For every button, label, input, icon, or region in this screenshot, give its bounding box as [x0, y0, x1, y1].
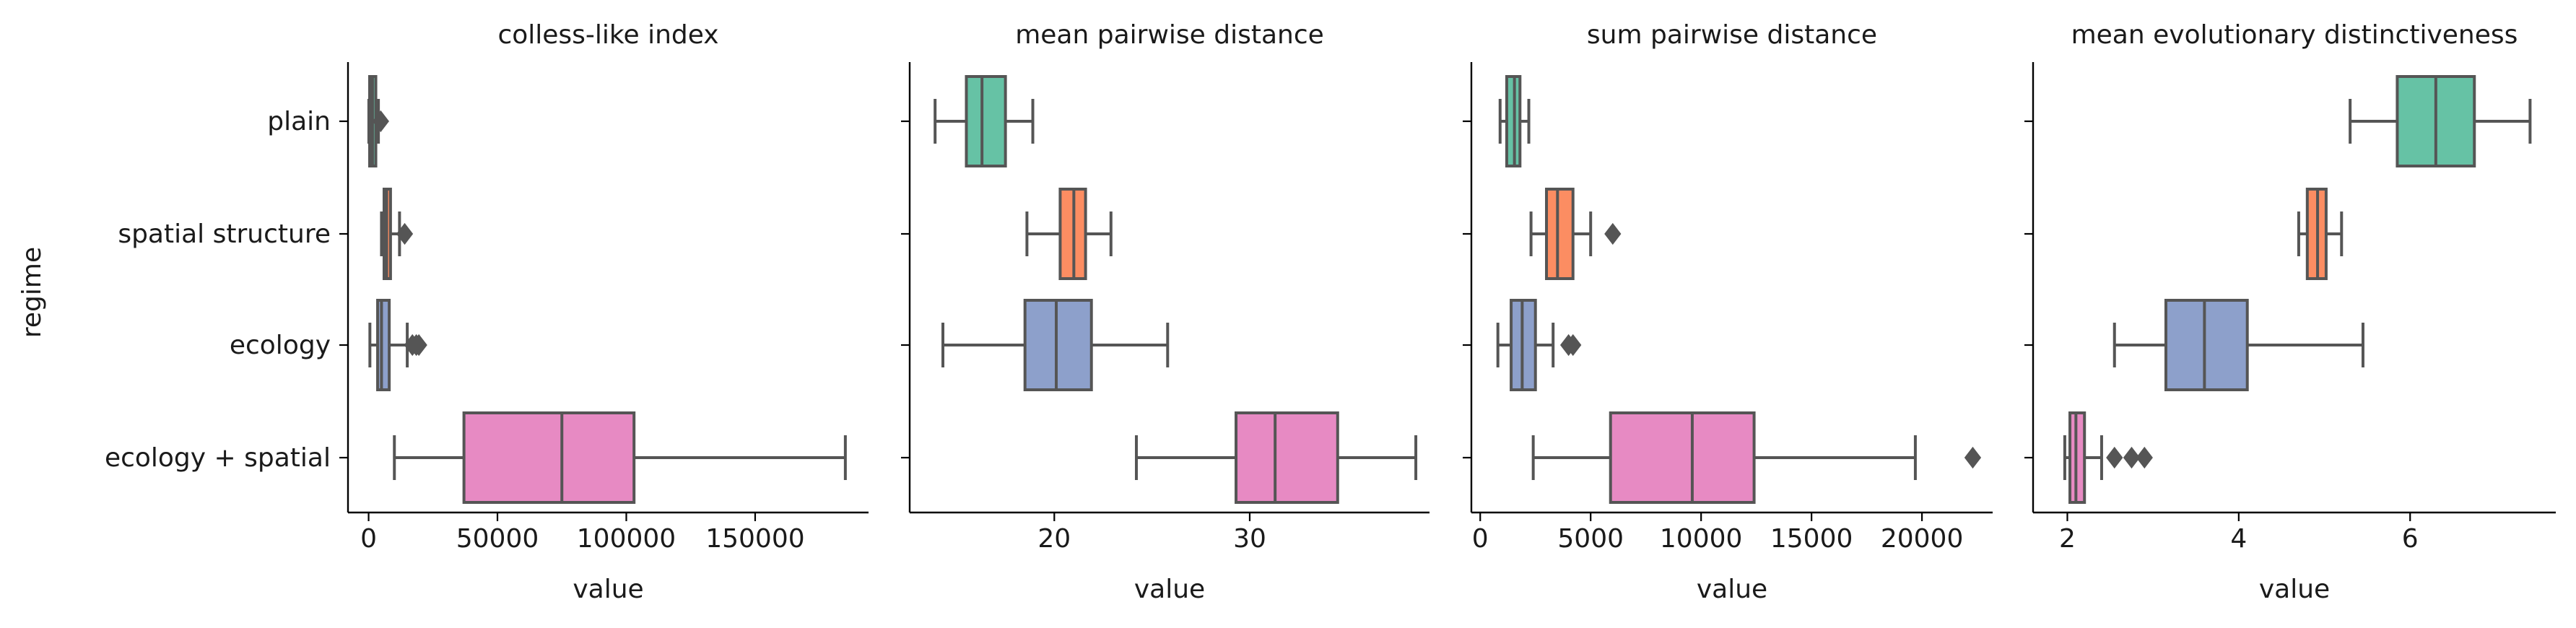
box-ecology-spatial: [2063, 411, 2153, 504]
x-axis-label: value: [573, 575, 643, 604]
x-tick-label: 100000: [577, 524, 676, 554]
box-iqr: [965, 75, 1007, 167]
box-ecology-spatial: [1531, 411, 1982, 504]
box-ecology: [2112, 299, 2364, 391]
box-plain: [1498, 75, 1531, 167]
y-tick-label: spatial structure: [118, 219, 331, 249]
box-spatial-structure: [380, 188, 414, 280]
x-tick-label: 2: [2059, 524, 2076, 554]
box-iqr: [1023, 299, 1093, 391]
outlier-point: [1964, 446, 1982, 469]
box-iqr: [376, 299, 391, 391]
x-tick-label: 20: [1037, 524, 1071, 554]
y-tick-label: ecology: [230, 331, 331, 360]
box-iqr: [2164, 299, 2249, 391]
y-tick-label: ecology + spatial: [105, 443, 331, 473]
x-tick-label: 20000: [1881, 524, 1964, 554]
x-tick-label: 150000: [705, 524, 804, 554]
box-iqr: [462, 411, 636, 504]
outlier-point: [396, 222, 414, 245]
outlier-point: [410, 333, 427, 357]
panel-title: sum pairwise distance: [1587, 20, 1877, 50]
x-tick-label: 4: [2230, 524, 2247, 554]
panel-2: mean pairwise distance 20 30 value: [901, 20, 1430, 604]
x-tick-label: 0: [1472, 524, 1489, 554]
box-spatial-structure: [1529, 188, 1622, 280]
outlier-point: [1604, 222, 1622, 245]
x-axis-label: value: [1697, 575, 1767, 604]
box-ecology-spatial: [393, 411, 847, 504]
panel-title: colless-like index: [497, 20, 718, 50]
box-ecology: [1496, 299, 1582, 391]
box-plain: [934, 75, 1035, 167]
x-tick-label: 30: [1233, 524, 1266, 554]
panel-title: mean evolutionary distinctiveness: [2071, 20, 2518, 50]
box-ecology: [368, 299, 427, 391]
x-axis-label: value: [2259, 575, 2330, 604]
panel-title: mean pairwise distance: [1015, 20, 1324, 50]
box-ecology: [941, 299, 1170, 391]
panel-1: colless-like index 0 50000 100000 150000 valu…: [105, 20, 869, 604]
outlier-point: [2123, 446, 2141, 469]
outlier-point: [1565, 333, 1582, 357]
box-plain: [367, 75, 389, 167]
x-tick-label: 0: [360, 524, 377, 554]
outlier-point: [2136, 446, 2153, 469]
x-tick-label: 6: [2402, 524, 2419, 554]
x-tick-label: 10000: [1660, 524, 1743, 554]
x-tick-label: 5000: [1557, 524, 1624, 554]
y-tick-label: plain: [267, 107, 331, 136]
box-plain: [2349, 75, 2532, 167]
box-ecology-spatial: [1134, 411, 1418, 504]
x-tick-label: 15000: [1770, 524, 1853, 554]
panel-3: sum pairwise distance 0 5000 10000 15000 2000…: [1463, 20, 1993, 604]
x-axis-label: value: [1134, 575, 1205, 604]
box-spatial-structure: [2297, 188, 2344, 280]
outlier-point: [2106, 446, 2123, 469]
panel-4: mean evolutionary distinctiveness 2 4 6 valu…: [2024, 20, 2556, 604]
box-spatial-structure: [1025, 188, 1113, 280]
outlier-point: [372, 110, 389, 133]
y-axis-label: regime: [17, 247, 47, 338]
box-iqr: [1545, 188, 1575, 280]
box-iqr: [1609, 411, 1756, 504]
box-iqr: [1235, 411, 1339, 504]
x-tick-label: 50000: [456, 524, 539, 554]
